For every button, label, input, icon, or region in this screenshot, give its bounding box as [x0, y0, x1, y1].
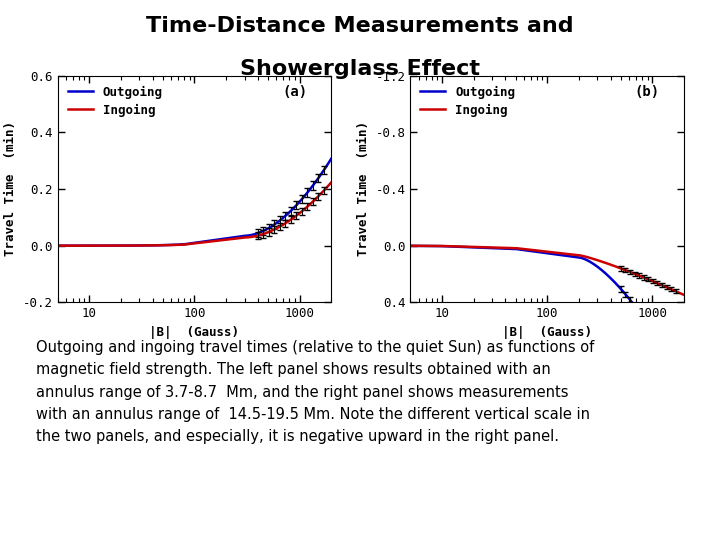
Ingoing [53, 242, 62, 249]
Ingoing [654, 280, 662, 287]
Outgoing [327, 156, 336, 162]
Ingoing [406, 242, 415, 249]
Outgoing [680, 379, 688, 386]
Text: Showerglass Effect: Showerglass Effect [240, 59, 480, 79]
Outgoing [216, 236, 225, 242]
Text: (b): (b) [635, 85, 660, 99]
Outgoing [54, 242, 63, 249]
Outgoing [636, 311, 645, 318]
Ingoing [221, 237, 230, 243]
Ingoing [568, 251, 577, 258]
Text: Outgoing and ingoing travel times (relative to the quiet Sun) as functions of
ma: Outgoing and ingoing travel times (relat… [36, 340, 594, 444]
Ingoing [569, 251, 577, 258]
Ingoing [636, 273, 645, 280]
Outgoing [221, 235, 230, 242]
Ingoing [680, 292, 688, 298]
Ingoing [301, 205, 310, 212]
Outgoing [569, 253, 577, 260]
Ingoing [216, 237, 225, 244]
Outgoing [406, 242, 415, 249]
Ingoing [284, 218, 292, 225]
Outgoing [568, 253, 577, 260]
Outgoing [574, 254, 582, 261]
X-axis label: |B|  (Gauss): |B| (Gauss) [503, 326, 593, 339]
Text: (a): (a) [282, 85, 307, 99]
Outgoing [301, 192, 310, 198]
Outgoing [53, 242, 62, 249]
Legend: Outgoing, Ingoing: Outgoing, Ingoing [64, 82, 166, 120]
Line: Ingoing: Ingoing [58, 183, 331, 246]
Outgoing [654, 336, 662, 343]
Ingoing [327, 179, 336, 186]
Legend: Outgoing, Ingoing: Outgoing, Ingoing [417, 82, 519, 120]
Outgoing [215, 236, 224, 242]
Ingoing [574, 252, 582, 258]
Ingoing [407, 242, 415, 249]
Line: Ingoing: Ingoing [410, 246, 684, 295]
X-axis label: |B|  (Gauss): |B| (Gauss) [150, 326, 239, 339]
Y-axis label: Travel Time  (min): Travel Time (min) [4, 122, 17, 256]
Line: Outgoing: Outgoing [410, 246, 684, 382]
Y-axis label: Travel Time  (min): Travel Time (min) [357, 122, 370, 256]
Text: Time-Distance Measurements and: Time-Distance Measurements and [146, 16, 574, 36]
Outgoing [284, 210, 292, 217]
Ingoing [215, 237, 224, 244]
Outgoing [407, 242, 415, 249]
Ingoing [54, 242, 63, 249]
Line: Outgoing: Outgoing [58, 159, 331, 246]
